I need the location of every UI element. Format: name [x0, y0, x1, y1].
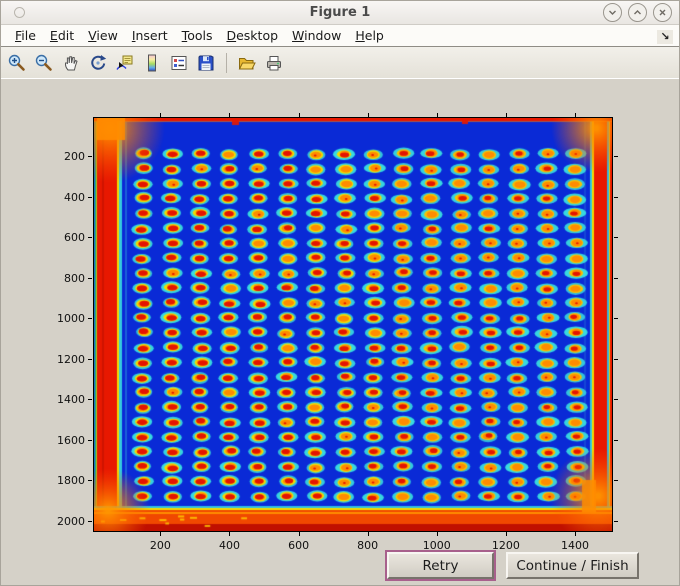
- x-tick-mark: [298, 113, 300, 117]
- figure-canvas-area: Retry Continue / Finish 200 400 600 800 1000…: [1, 79, 679, 585]
- x-tick-mark: [367, 113, 369, 117]
- save-figure-icon[interactable]: [195, 52, 217, 74]
- x-tick-label: 200: [149, 539, 171, 552]
- y-tick-mark: [88, 439, 92, 441]
- x-tick-mark: [505, 113, 507, 117]
- x-tick-label: 1000: [422, 539, 451, 552]
- menu-tools[interactable]: Tools: [181, 28, 213, 43]
- x-tick-mark: [436, 113, 438, 117]
- plot-image[interactable]: [94, 118, 612, 531]
- y-tick-mark: [88, 196, 92, 198]
- insert-colorbar-icon[interactable]: [141, 52, 163, 74]
- menu-edit[interactable]: Edit: [49, 28, 75, 43]
- x-tick-label: 1200: [491, 539, 520, 552]
- y-tick-mark: [88, 237, 92, 239]
- y-tick-mark: [614, 277, 618, 279]
- print-figure-icon[interactable]: [263, 52, 285, 74]
- x-tick-label: 600: [288, 539, 310, 552]
- y-tick-mark: [614, 358, 618, 360]
- menu-file[interactable]: File: [15, 28, 36, 43]
- y-tick-label: 800: [64, 271, 85, 285]
- plot-axes: [93, 117, 613, 532]
- menu-desktop[interactable]: Desktop: [226, 28, 279, 43]
- y-tick-mark: [88, 399, 92, 401]
- window-title: Figure 1: [309, 5, 371, 20]
- menu-insert[interactable]: Insert: [131, 28, 168, 43]
- y-tick-mark: [88, 358, 92, 360]
- x-tick-label: 1400: [560, 539, 589, 552]
- y-tick-mark: [614, 520, 618, 522]
- maximize-button[interactable]: [628, 3, 647, 22]
- data-cursor-icon[interactable]: [114, 52, 136, 74]
- x-tick-mark: [436, 532, 438, 536]
- y-tick-mark: [88, 277, 92, 279]
- rotate-3d-icon[interactable]: [87, 52, 109, 74]
- dock-figure-icon[interactable]: ↘: [657, 30, 673, 44]
- continue-finish-button[interactable]: Continue / Finish: [506, 552, 639, 579]
- close-button[interactable]: [653, 3, 672, 22]
- x-tick-mark: [229, 113, 231, 117]
- menu-view[interactable]: View: [88, 28, 118, 43]
- chevron-up-icon: [632, 7, 643, 18]
- y-tick-label: 1200: [57, 352, 85, 366]
- x-tick-mark: [160, 532, 162, 536]
- close-icon: [657, 7, 668, 18]
- y-tick-mark: [614, 439, 618, 441]
- zoom-in-icon[interactable]: [6, 52, 28, 74]
- x-tick-mark: [574, 113, 576, 117]
- y-tick-mark: [614, 480, 618, 482]
- x-tick-mark: [367, 532, 369, 536]
- window-menu-icon[interactable]: [14, 7, 25, 18]
- y-tick-label: 1000: [57, 312, 85, 326]
- x-tick-label: 800: [357, 539, 379, 552]
- chevron-down-icon: [607, 7, 618, 18]
- y-tick-mark: [88, 480, 92, 482]
- x-tick-mark: [229, 532, 231, 536]
- x-tick-mark: [298, 532, 300, 536]
- y-tick-mark: [614, 399, 618, 401]
- y-tick-label: 2000: [57, 514, 85, 528]
- y-tick-mark: [614, 196, 618, 198]
- y-tick-label: 1400: [57, 393, 85, 407]
- figure-toolbar: [1, 47, 679, 79]
- menu-help[interactable]: Help: [355, 28, 384, 43]
- x-tick-mark: [505, 532, 507, 536]
- y-tick-mark: [614, 318, 618, 320]
- x-tick-mark: [574, 532, 576, 536]
- menu-window[interactable]: Window: [292, 28, 342, 43]
- minimize-button[interactable]: [603, 3, 622, 22]
- toolbar-separator: [226, 52, 227, 73]
- y-tick-mark: [88, 520, 92, 522]
- zoom-out-icon[interactable]: [33, 52, 55, 74]
- pan-hand-icon[interactable]: [60, 52, 82, 74]
- y-tick-label: 1600: [57, 433, 85, 447]
- x-tick-mark: [160, 113, 162, 117]
- y-tick-label: 200: [64, 150, 85, 164]
- retry-button[interactable]: Retry: [387, 552, 494, 579]
- open-file-icon[interactable]: [236, 52, 258, 74]
- y-tick-mark: [88, 156, 92, 158]
- y-tick-mark: [88, 318, 92, 320]
- title-bar[interactable]: Figure 1: [1, 1, 679, 25]
- y-tick-label: 400: [64, 190, 85, 204]
- y-tick-mark: [614, 156, 618, 158]
- y-tick-mark: [614, 237, 618, 239]
- menu-bar: File Edit View Insert Tools Desktop Wind…: [1, 25, 679, 47]
- y-tick-label: 1800: [57, 474, 85, 488]
- y-tick-label: 600: [64, 231, 85, 245]
- insert-legend-icon[interactable]: [168, 52, 190, 74]
- x-tick-label: 400: [218, 539, 240, 552]
